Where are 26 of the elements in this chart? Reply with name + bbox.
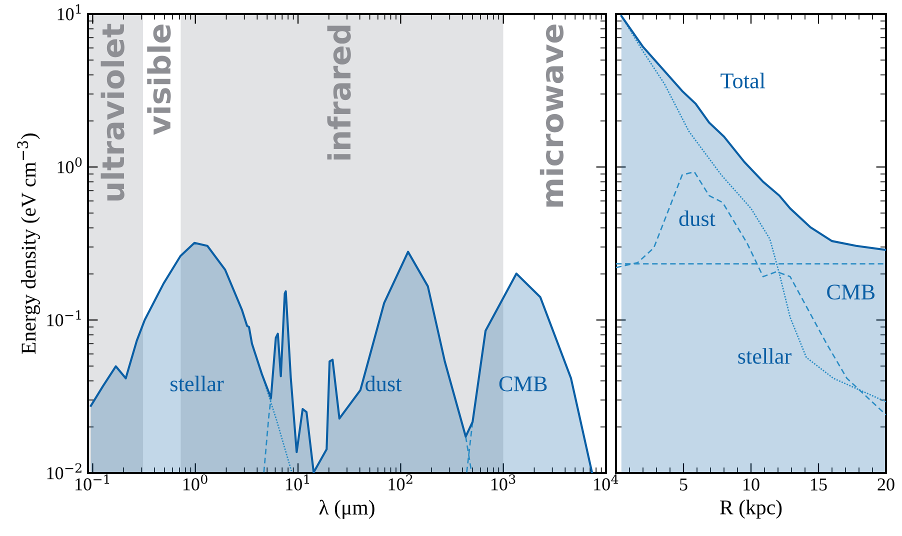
series-label: CMB [827, 284, 875, 300]
y-tick-label: 10$^{0}$ [58, 157, 82, 174]
x-tick-label: 10$^{3}$ [491, 474, 516, 490]
x-tick-label: 20 [878, 478, 894, 491]
x-tick-label: 10$^{0}$ [183, 474, 208, 490]
band-label: ultraviolet [100, 24, 124, 200]
series-label: Total [720, 72, 766, 88]
x-tick-label: 10 [744, 478, 760, 491]
y-axis-title: Energy density (eV cm$^{−3}$) [17, 134, 40, 354]
annotation: CMB [499, 376, 547, 392]
series-label: dust [679, 210, 716, 226]
annotation: dust [366, 376, 402, 392]
y-tick-label: 10$^{1}$ [58, 4, 81, 20]
series-label: stellar [738, 348, 792, 364]
x-tick-label: 10$^{4}$ [594, 474, 618, 490]
annotation: stellar [170, 376, 224, 392]
x-axis-title: R (kpc) [720, 500, 782, 519]
band-label: visible [147, 24, 171, 135]
band-label: microwave [540, 24, 564, 207]
x-tick-label: 10$^{2}$ [388, 474, 412, 490]
y-tick-label: 10$^{−1}$ [47, 310, 81, 326]
x-tick-label: 15 [811, 478, 827, 491]
x-tick-label: 10$^{1}$ [286, 474, 310, 490]
x-tick-label: 5 [680, 478, 688, 491]
band-label: infrared [327, 26, 351, 160]
x-axis-title: λ (μm) [319, 500, 374, 519]
